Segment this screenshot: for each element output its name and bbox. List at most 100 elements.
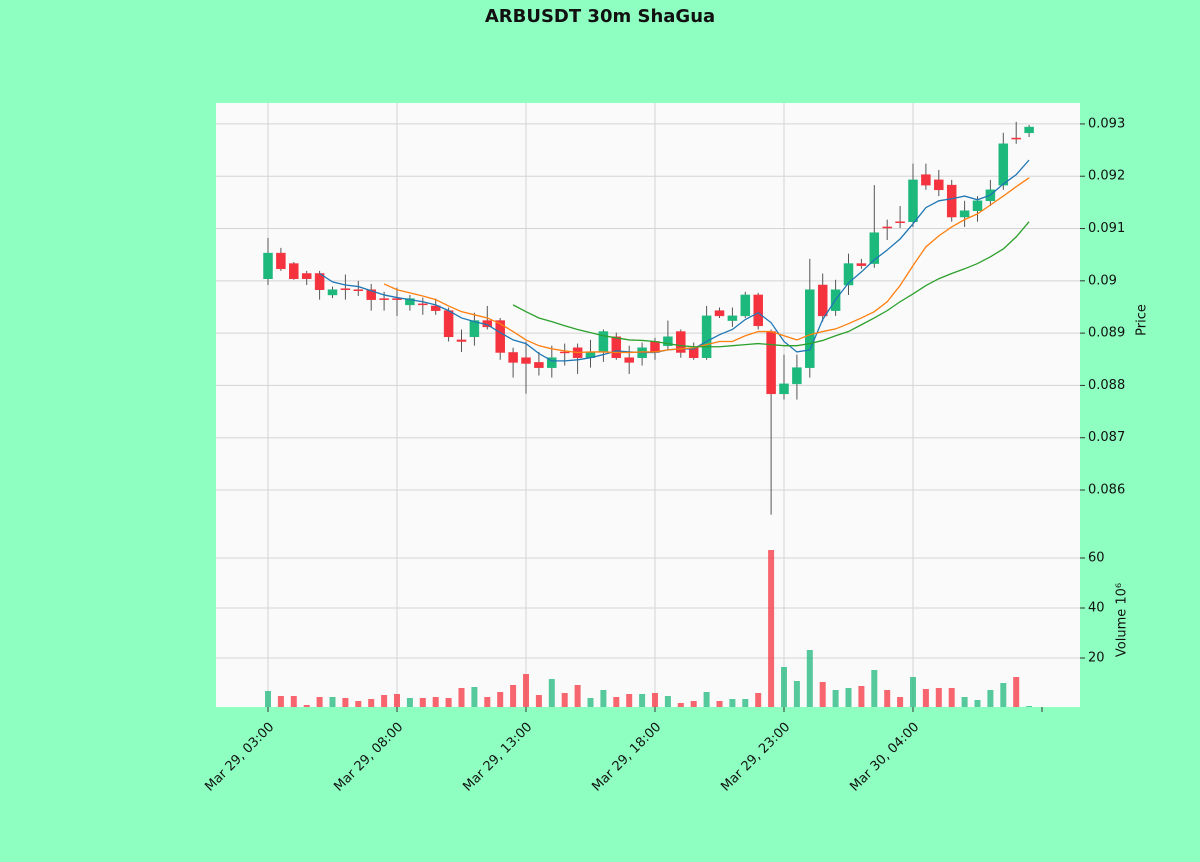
y-tick-label: 0.091 <box>1088 221 1125 236</box>
candle-body <box>869 232 880 264</box>
volume-bar <box>587 698 594 707</box>
candle-body <box>779 383 789 395</box>
candle-body <box>701 315 712 358</box>
volume-bar <box>974 700 981 707</box>
volume-bar <box>987 690 994 707</box>
candle-body <box>353 289 364 292</box>
candle-body <box>508 352 518 363</box>
candle-body <box>843 263 854 286</box>
y-tick-label: 0.093 <box>1088 116 1125 131</box>
volume-bar <box>1026 706 1033 707</box>
candle-body <box>495 320 505 353</box>
volume-bar <box>961 697 968 707</box>
candle-body <box>972 200 983 211</box>
moving-average <box>383 177 1030 354</box>
volume-bar <box>484 697 491 707</box>
volume-bar <box>884 690 891 707</box>
candle-body <box>792 367 802 385</box>
volume-bar <box>561 693 568 707</box>
candle-body <box>998 143 1009 186</box>
volume-bar <box>445 698 452 707</box>
candle-body <box>521 357 531 364</box>
candle-body <box>959 210 970 218</box>
candle-body <box>663 336 673 346</box>
y-tick-label: 0.086 <box>1088 483 1125 498</box>
candle-body <box>856 263 867 266</box>
candle-body <box>882 226 892 229</box>
volume-bar <box>600 690 607 707</box>
volume-bar <box>716 701 723 707</box>
x-tick-label: Mar 29, 03:00 <box>202 720 277 795</box>
y-tick-label: 0.092 <box>1088 169 1125 184</box>
volume-bar <box>613 697 620 707</box>
volume-bar <box>729 699 736 707</box>
volume-bar <box>781 667 787 707</box>
y-tick-label: 0.087 <box>1088 430 1125 445</box>
volume-bar <box>342 698 349 707</box>
volume-bar <box>368 699 375 707</box>
volume-bar <box>626 694 633 707</box>
candle-body <box>805 289 815 368</box>
candle-body <box>469 320 480 338</box>
candle-body <box>921 174 931 186</box>
volume-bar <box>1013 677 1020 707</box>
candle-body <box>766 331 776 395</box>
volume-axis-label: Volume 10⁶ <box>1115 583 1130 657</box>
candle-body <box>418 303 428 306</box>
volume-bar <box>290 696 297 707</box>
y-tick-label: 40 <box>1088 601 1105 616</box>
volume-bar <box>497 692 504 707</box>
volume-bar <box>755 693 762 707</box>
volume-bar <box>703 692 710 707</box>
volume-bar <box>690 701 697 707</box>
x-tick-label: Mar 30, 04:00 <box>847 720 922 795</box>
volume-bar <box>432 697 439 707</box>
volume-bar <box>922 689 929 707</box>
volume-bar <box>355 701 362 707</box>
candle-body <box>946 184 957 218</box>
volume-bar <box>329 697 336 707</box>
candle-body <box>366 289 376 300</box>
volume-bar <box>910 677 916 707</box>
volume-bar <box>845 688 852 707</box>
volume-bar <box>806 650 813 707</box>
y-tick-label: 20 <box>1088 651 1105 666</box>
candle-body <box>301 273 312 279</box>
volume-bar <box>858 686 865 707</box>
x-tick-label: Mar 29, 08:00 <box>331 720 406 795</box>
candle-body <box>624 357 634 363</box>
volume-bar <box>277 696 284 707</box>
candle-body <box>676 331 686 353</box>
candle-body <box>559 351 570 354</box>
volume-bar <box>510 685 517 707</box>
volume-bar <box>458 688 465 707</box>
volume-bar <box>652 693 658 707</box>
volume-bar <box>664 696 671 707</box>
volume-bar <box>935 688 942 707</box>
volume-bar <box>768 550 775 707</box>
candle-body <box>934 179 944 191</box>
volume-bar <box>639 694 646 707</box>
candle-body <box>1011 137 1021 140</box>
y-tick-label: 60 <box>1088 551 1105 566</box>
candle-body <box>276 252 286 270</box>
candle-body <box>379 298 389 300</box>
volume-bar <box>535 695 542 707</box>
volume-bar <box>548 679 555 707</box>
volume-bar <box>832 690 839 707</box>
candle-body <box>289 263 299 279</box>
price-panel <box>216 103 1080 535</box>
y-axis-label: Price <box>1135 304 1150 336</box>
candle-body <box>753 294 763 327</box>
volume-bar <box>742 699 749 707</box>
volume-bar <box>574 685 581 707</box>
candle-body <box>392 298 402 300</box>
candle-body <box>263 252 273 279</box>
x-tick-label: Mar 29, 18:00 <box>589 720 664 795</box>
candle-body <box>895 221 905 224</box>
candle-body <box>908 179 918 222</box>
moving-average <box>512 221 1030 348</box>
candle-body <box>340 288 351 290</box>
volume-bar <box>471 687 478 707</box>
volume-bar <box>303 705 310 707</box>
